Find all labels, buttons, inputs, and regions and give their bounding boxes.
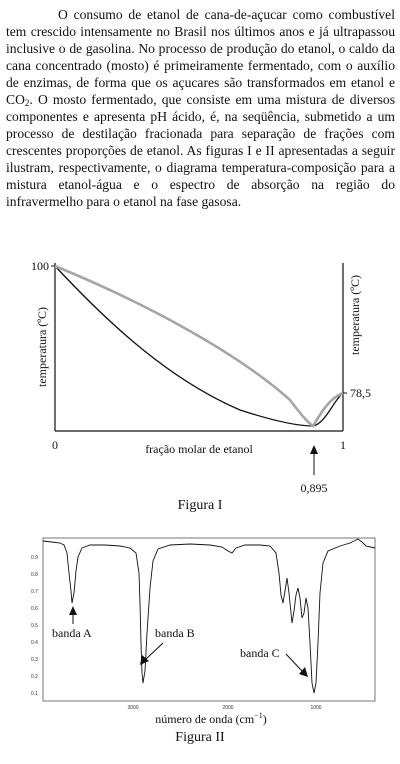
fig2-y-ticks: 0.9 0.8 0.7 0.6 0.5 0.4 0.3 0.2 0.1 (31, 555, 38, 697)
fig1-vapor-curve (54, 264, 344, 428)
fig2-ytick: 0.6 (31, 606, 38, 612)
fig1-tick-78: 78,5 (350, 386, 371, 400)
intro-paragraph: O consumo de etanol de cana-de-açucar co… (6, 6, 395, 210)
fig1-tick-x0: 0 (52, 438, 58, 452)
fig1-azeotrope-label: 0,895 (301, 481, 328, 495)
figure-2-caption: Figura II (175, 730, 225, 745)
fig2-xtick: 1000 (310, 705, 321, 711)
fig2-xtick: 2000 (222, 705, 233, 711)
fig2-plot-frame (42, 537, 376, 702)
co2-subscript: 2 (24, 98, 30, 108)
fig1-y-label-left: temperatura (ºC) (35, 307, 49, 387)
fig2-x-ticks: 3000 2000 1000 (127, 705, 321, 711)
fig2-x-label-sup: −1 (254, 711, 263, 720)
fig2-ytick: 0.8 (31, 572, 38, 578)
fig1-tick-x1: 1 (340, 438, 346, 452)
fig2-ytick: 0.1 (31, 691, 38, 697)
fig2-xtick: 3000 (127, 705, 138, 711)
fig2-ytick: 0.2 (31, 674, 38, 680)
fig2-ytick: 0.9 (31, 555, 38, 561)
fig2-x-label: número de onda (cm−1) (155, 711, 266, 726)
fig2-ytick: 0.4 (31, 640, 38, 646)
fig2-band-b-arrow (145, 642, 164, 660)
fig2-spectrum-line (42, 538, 376, 694)
fig1-y-label-right: temperatura (ºC) (348, 275, 362, 355)
paragraph-text-1: O consumo de etanol de cana-de-açucar co… (6, 7, 395, 107)
fig1-liquid-curve (54, 265, 344, 427)
fig2-band-b-label: banda B (155, 626, 195, 640)
fig2-band-c-arrow (285, 653, 303, 672)
fig2-band-c-label: banda C (240, 646, 280, 660)
figure-1-caption: Figura I (177, 498, 223, 513)
fig1-tick-100: 100 (31, 259, 49, 273)
fig1-x-label: fração molar de etanol (145, 442, 253, 456)
fig2-ytick: 0.5 (31, 623, 38, 629)
paragraph-text-2: . O mosto fermentado, que consiste em um… (6, 92, 395, 209)
fig2-ytick: 0.3 (31, 657, 38, 663)
figure-1-diagram: 100 78,5 0 1 fração molar de etanol temp… (31, 259, 371, 495)
fig2-ytick: 0.7 (31, 589, 38, 595)
figure-2-spectrum: 0.9 0.8 0.7 0.6 0.5 0.4 0.3 0.2 0.1 3000… (31, 537, 376, 726)
fig2-band-a-label: banda A (52, 626, 92, 640)
